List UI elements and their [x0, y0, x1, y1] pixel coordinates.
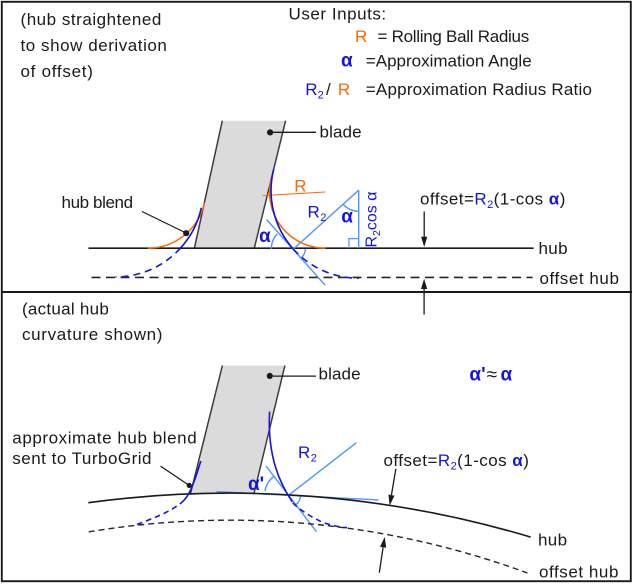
- svg-text:R2cos α: R2cos α: [364, 192, 383, 248]
- svg-text:α: α: [341, 50, 353, 71]
- svg-text:offset=R2(1-cos α): offset=R2(1-cos α): [420, 190, 566, 212]
- svg-text:=Approximation Angle: =Approximation Angle: [366, 51, 532, 70]
- svg-text:R: R: [338, 80, 350, 99]
- svg-text:sent to TurboGrid: sent to TurboGrid: [12, 449, 152, 468]
- svg-text:R: R: [355, 27, 367, 46]
- svg-text:offset=R2(1-cos α): offset=R2(1-cos α): [384, 451, 530, 473]
- svg-text:α'≈α: α'≈ α: [469, 364, 512, 385]
- svg-text:hub blend: hub blend: [62, 193, 133, 212]
- svg-text:to show derivation: to show derivation: [21, 36, 168, 55]
- svg-text:hub: hub: [538, 531, 567, 550]
- svg-text:curvature shown): curvature shown): [22, 325, 163, 344]
- svg-text:R: R: [294, 177, 307, 196]
- svg-text:/: /: [326, 80, 331, 99]
- svg-text:=Approximation Radius Ratio: =Approximation Radius Ratio: [366, 80, 592, 99]
- svg-text:blade: blade: [319, 364, 361, 383]
- svg-text:hub: hub: [539, 239, 568, 258]
- svg-text:User Inputs:: User Inputs:: [289, 5, 387, 24]
- svg-text:(actual hub: (actual hub: [22, 300, 109, 319]
- svg-text:of offset): of offset): [21, 62, 94, 81]
- svg-text:α: α: [259, 226, 271, 247]
- svg-text:offset hub: offset hub: [539, 563, 619, 582]
- svg-text:(hub straightened: (hub straightened: [21, 10, 162, 29]
- svg-text:offset hub: offset hub: [540, 269, 620, 288]
- svg-text:= Rolling Ball Radius: = Rolling Ball Radius: [378, 27, 529, 46]
- svg-text:α: α: [341, 206, 353, 227]
- svg-text:blade: blade: [320, 122, 362, 141]
- svg-text:approximate hub blend: approximate hub blend: [12, 429, 197, 448]
- svg-text:α': α': [248, 474, 264, 495]
